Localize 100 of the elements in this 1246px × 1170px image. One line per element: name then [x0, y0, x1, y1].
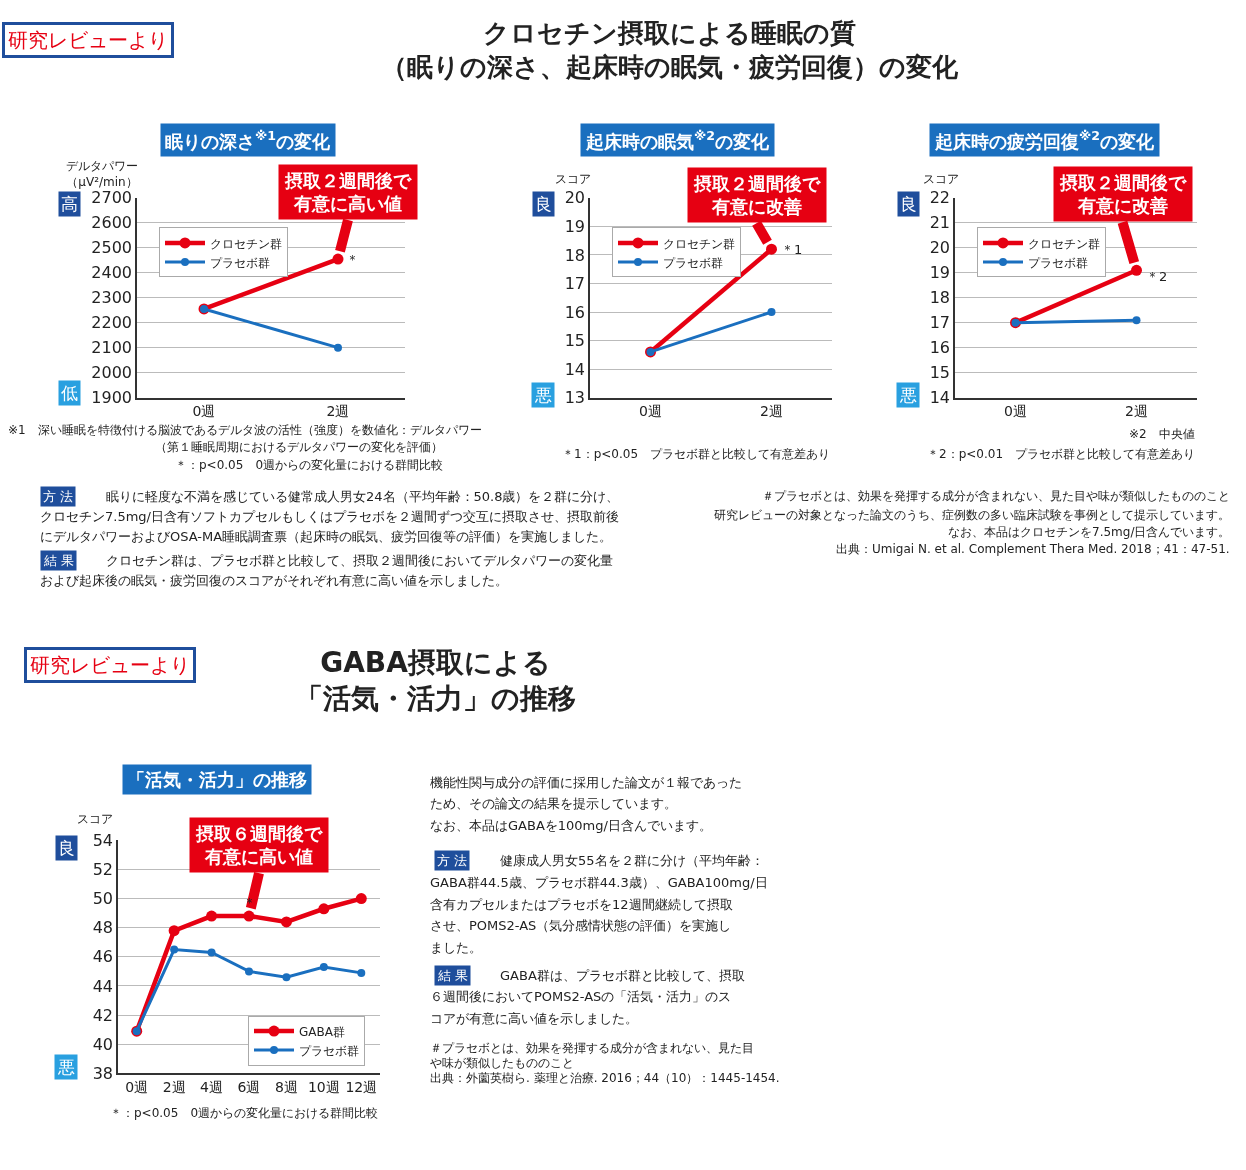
y-tick-label: 2300: [91, 288, 133, 308]
y-axis-title: スコア: [555, 172, 591, 186]
text: 含有カプセルまたはプラセボを12週間継続して摂取: [430, 897, 733, 912]
annotation: 摂取２週間後で有意に高い値: [284, 170, 412, 215]
text: 良: [535, 194, 552, 214]
point: [243, 910, 255, 922]
y-tick-label: 19: [929, 263, 951, 283]
y-tick-label: 2200: [91, 313, 133, 333]
point: [168, 925, 180, 937]
y-tick-label: 2700: [91, 188, 133, 208]
annotation: 摂取２週間後で有意に改善: [693, 173, 821, 218]
text: 良: [58, 838, 75, 858]
y-axis-title: デルタパワー（μV²/min）: [66, 159, 138, 189]
point: [357, 968, 366, 977]
point: [206, 910, 218, 922]
legend-label: クロセチン群: [663, 236, 735, 251]
point: [355, 893, 367, 905]
legend-label: プラセボ群: [1028, 255, 1088, 270]
x-tick-label: 8週: [274, 1078, 298, 1095]
y-tick-label: 40: [92, 1034, 114, 1054]
text: させ、POMS2-AS（気分感情状態の評価）を実施し: [430, 918, 732, 933]
text: GABA摂取による「活気・活力」の推移: [295, 646, 576, 716]
y-tick-label: 2000: [91, 363, 133, 383]
y-tick-label: 18: [564, 245, 586, 265]
y-tick-label: 2600: [91, 213, 133, 233]
y-tick-label: 19: [564, 217, 586, 237]
text: や味が類似したもののこと: [430, 1056, 574, 1070]
y-tick-label: 1900: [91, 388, 133, 408]
y-tick-label: 50: [92, 889, 114, 909]
y-tick-label: 15: [929, 363, 951, 383]
text: なお、本品はクロセチンを7.5mg/日含んでいます。: [948, 525, 1231, 539]
legend-label: クロセチン群: [1028, 236, 1100, 251]
annotation: 摂取６週間後で有意に高い値: [195, 823, 323, 868]
point: [282, 973, 291, 982]
y-tick-label: 2500: [91, 238, 133, 258]
text: なお、本品はGABAを100mg/日含んでいます。: [430, 818, 712, 833]
text: 悪: [899, 385, 917, 405]
annotation: ＊: [243, 895, 256, 910]
point: [207, 948, 216, 957]
legend-label: プラセボ群: [299, 1043, 359, 1058]
text: 悪: [534, 385, 552, 405]
legend-label: クロセチン群: [210, 236, 282, 251]
point: [245, 967, 253, 976]
text: クロセチン摂取による睡眠の質（眠りの深さ、起床時の眠気・疲労回復）の変化: [381, 18, 959, 82]
y-axis-title: スコア: [923, 172, 959, 186]
y-tick-label: 21: [929, 213, 951, 233]
point: [1131, 264, 1142, 276]
text: 良: [900, 194, 917, 214]
y-tick-label: 20: [564, 188, 586, 208]
y-axis-title: スコア: [77, 812, 113, 826]
y-tick-label: 16: [929, 338, 951, 358]
y-tick-label: 13: [564, 388, 586, 408]
y-tick-label: 15: [564, 331, 586, 351]
x-tick-label: 2週: [760, 403, 783, 420]
legend-label: GABA群: [299, 1024, 345, 1039]
y-tick-label: 17: [564, 274, 586, 294]
y-tick-label: 22: [929, 188, 951, 208]
text: ＃プラセボとは、効果を発揮する成分が含まれない、見た目や味が類似したもののこと: [762, 489, 1230, 503]
text: 結 果: [437, 968, 469, 983]
text: および起床後の眠気・疲労回復のスコアがそれぞれ有意に高い値を示しました。: [40, 573, 508, 588]
x-tick-label: 2週: [1125, 403, 1148, 420]
y-tick-label: 14: [564, 359, 586, 379]
legend-label: プラセボ群: [210, 255, 270, 270]
y-tick-label: 42: [92, 1005, 114, 1025]
x-tick-label: 0週: [639, 403, 662, 420]
text: ため、その論文の結果を提示しています。: [430, 796, 677, 811]
text: GABA群44.5歳、プラセボ群44.3歳）、GABA100mg/日: [430, 875, 768, 890]
y-tick-label: 20: [929, 238, 951, 258]
text: 機能性関与成分の評価に採用した論文が１報であった: [430, 775, 742, 790]
source-note: 出典：外薗英樹ら. 薬理と治療. 2016；44（10）：1445-1454.: [430, 1071, 780, 1085]
point: [318, 903, 330, 915]
text: 結 果: [43, 553, 75, 568]
text: ました。: [430, 940, 482, 955]
point: [170, 945, 179, 954]
y-tick-label: 18: [929, 288, 951, 308]
chart-title: 起床時の疲労回復$^{※2}$の変化: [934, 128, 1156, 152]
point: [767, 308, 776, 316]
point: [332, 253, 344, 265]
text: GABA群は、プラセボ群と比較して、摂取: [500, 968, 745, 983]
y-tick-label: 2400: [91, 263, 133, 283]
text: 悪: [57, 1057, 75, 1077]
x-tick-label: 10週: [307, 1078, 340, 1095]
text: 眠りに軽度な不満を感じている健常成人男女24名（平均年齢：50.8歳）を２群に分け、: [106, 489, 620, 504]
x-tick-label: 12週: [345, 1078, 378, 1095]
point: [766, 243, 777, 255]
annotation: 摂取２週間後で有意に改善: [1059, 172, 1187, 217]
text: ※2 中央値: [1129, 427, 1195, 441]
text: 研究レビューより: [8, 28, 168, 52]
text: 高: [61, 194, 78, 214]
text: 方 法: [43, 489, 74, 504]
y-tick-label: 38: [92, 1064, 114, 1084]
text: ＊1：p<0.05 プラセボ群と比較して有意差あり: [562, 447, 831, 461]
text: コアが有意に高い値を示しました。: [430, 1011, 638, 1026]
y-tick-label: 46: [92, 947, 114, 967]
source-note: 出典：Umigai N. et al. Complement Thera Med. 2018；41：47-51.: [836, 542, 1230, 556]
text: クロセチン群は、プラセボ群と比較して、摂取２週間後においてデルタパワーの変化量: [106, 553, 613, 568]
y-tick-label: 44: [92, 976, 114, 996]
x-tick-label: 0週: [192, 403, 216, 420]
legend-label: プラセボ群: [663, 255, 723, 270]
x-tick-label: 0週: [125, 1078, 149, 1095]
